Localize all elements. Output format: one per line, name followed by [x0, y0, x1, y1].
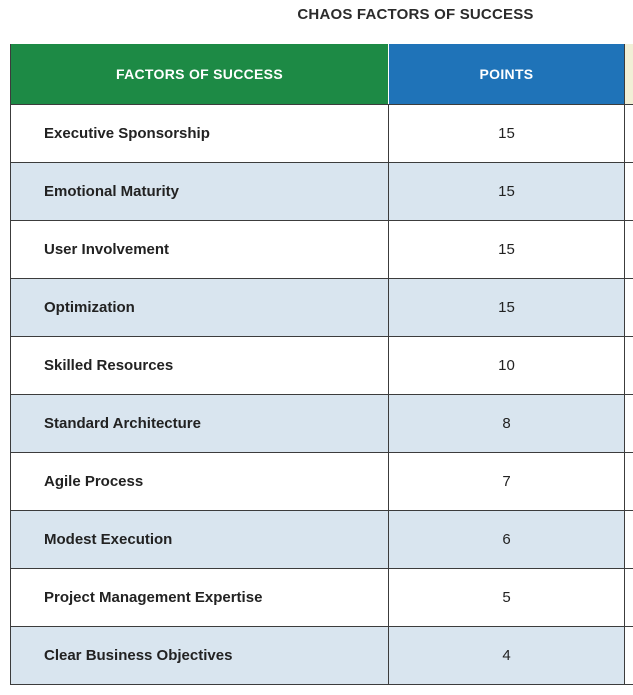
cutoff-cell — [624, 336, 633, 395]
cutoff-cell — [624, 278, 633, 337]
table-row: Executive Sponsorship 15 — [10, 104, 633, 163]
cutoff-cell — [624, 162, 633, 221]
points-cell: 7 — [388, 452, 625, 511]
table-row: Agile Process 7 — [10, 452, 633, 511]
points-cell: 15 — [388, 278, 625, 337]
cutoff-cell — [624, 220, 633, 279]
column-header-cutoff — [624, 44, 633, 105]
points-cell: 5 — [388, 568, 625, 627]
factor-cell: Standard Architecture — [10, 394, 389, 453]
cutoff-cell — [624, 510, 633, 569]
table-row: Modest Execution 6 — [10, 510, 633, 569]
points-cell: 6 — [388, 510, 625, 569]
factor-cell: Emotional Maturity — [10, 162, 389, 221]
points-cell: 15 — [388, 162, 625, 221]
points-cell: 8 — [388, 394, 625, 453]
cutoff-cell — [624, 104, 633, 163]
table-row: User Involvement 15 — [10, 220, 633, 279]
factor-cell: Project Management Expertise — [10, 568, 389, 627]
factor-cell: Clear Business Objectives — [10, 626, 389, 685]
cutoff-cell — [624, 626, 633, 685]
factor-cell: Optimization — [10, 278, 389, 337]
factor-cell: Modest Execution — [10, 510, 389, 569]
factor-cell: Skilled Resources — [10, 336, 389, 395]
factor-cell: Agile Process — [10, 452, 389, 511]
table-row: Emotional Maturity 15 — [10, 162, 633, 221]
points-cell: 10 — [388, 336, 625, 395]
points-cell: 4 — [388, 626, 625, 685]
table-row: Project Management Expertise 5 — [10, 568, 633, 627]
table-row: Standard Architecture 8 — [10, 394, 633, 453]
points-cell: 15 — [388, 220, 625, 279]
success-factors-table: FACTORS OF SUCCESS POINTS Executive Spon… — [10, 44, 633, 685]
table-row: Clear Business Objectives 4 — [10, 626, 633, 685]
table-row: Skilled Resources 10 — [10, 336, 633, 395]
cutoff-cell — [624, 568, 633, 627]
factor-cell: Executive Sponsorship — [10, 104, 389, 163]
cutoff-cell — [624, 452, 633, 511]
table-title: CHAOS FACTORS OF SUCCESS — [297, 6, 534, 23]
factor-cell: User Involvement — [10, 220, 389, 279]
table-row: Optimization 15 — [10, 278, 633, 337]
table-header-row: FACTORS OF SUCCESS POINTS — [10, 44, 633, 105]
column-header-factor: FACTORS OF SUCCESS — [10, 44, 389, 105]
points-cell: 15 — [388, 104, 625, 163]
cutoff-cell — [624, 394, 633, 453]
column-header-points: POINTS — [388, 44, 625, 105]
